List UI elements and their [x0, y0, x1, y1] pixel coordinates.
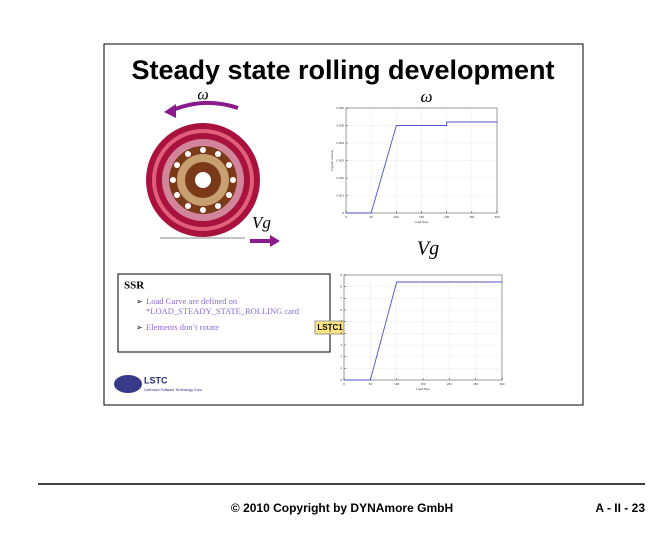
bullet-wrap: Load Curve are defined on *LOAD_STEADY_S… — [146, 296, 300, 316]
x-axis-label: Load Step — [416, 387, 430, 391]
page-number: A - II - 23 — [595, 501, 645, 515]
y-tick-label: 5 — [340, 319, 342, 323]
bullet-marker: ➢ — [136, 297, 143, 306]
x-tick-label: 300 — [494, 215, 499, 219]
vg-label: Vg — [252, 213, 271, 232]
tire-image — [146, 123, 260, 239]
y-tick-label: 0 — [340, 378, 342, 382]
y-tick-label: 2 — [340, 354, 342, 358]
y-tick-label: 0.002 — [336, 176, 344, 180]
y-axis-label: Velocity — [328, 322, 332, 333]
logo-text: LSTC — [144, 375, 168, 385]
y-tick-label: 3 — [340, 343, 342, 347]
footer-copyright: © 2010 Copyright by DYNAmore GmbH — [231, 501, 453, 515]
box-title: SSR — [124, 280, 145, 292]
chart-title: Vg — [417, 238, 439, 260]
x-tick-label: 0 — [345, 215, 347, 219]
y-tick-label: 9 — [340, 273, 342, 277]
rotation-arrow-head — [164, 104, 176, 118]
velocity-arrow-head — [270, 235, 280, 247]
y-tick-label: 0.004 — [336, 141, 344, 145]
data-line — [344, 281, 502, 381]
y-tick-label: 8 — [340, 284, 342, 288]
bullet-marker: ➢ — [136, 323, 143, 332]
y-tick-label: 0.001 — [336, 193, 344, 197]
x-tick-label: 200 — [444, 215, 449, 219]
y-tick-label: 7 — [340, 296, 342, 300]
x-tick-label: 250 — [469, 215, 474, 219]
x-tick-label: 150 — [419, 215, 424, 219]
y-tick-label: 0.005 — [336, 123, 344, 127]
y-tick-label: 6 — [340, 308, 342, 312]
y-tick-label: 1 — [340, 366, 342, 370]
bullet: Elements don’t rotate — [146, 322, 219, 332]
x-tick-label: 300 — [499, 382, 504, 386]
x-tick-label: 50 — [369, 215, 373, 219]
x-tick-label: 50 — [369, 382, 373, 386]
logo-subtitle: Livermore Software Technology Corp. — [144, 388, 203, 392]
y-axis-label: Angular velocity — [330, 149, 334, 171]
x-tick-label: 200 — [447, 382, 452, 386]
y-tick-label: 0.006 — [336, 106, 344, 110]
x-tick-label: 100 — [394, 215, 399, 219]
y-tick-label: 0.003 — [336, 158, 344, 162]
x-tick-label: 0 — [343, 382, 345, 386]
x-tick-label: 150 — [420, 382, 425, 386]
slide-title: Steady state rolling development — [131, 55, 554, 85]
comment-tag: LSTC1 — [317, 323, 343, 332]
omega-label: ω — [197, 87, 208, 104]
y-tick-label: 0 — [342, 211, 344, 215]
chart-title: ω — [420, 87, 432, 106]
logo-globe — [114, 375, 142, 393]
y-tick-label: 4 — [340, 331, 342, 335]
x-tick-label: 100 — [394, 382, 399, 386]
x-tick-label: 250 — [473, 382, 478, 386]
ssr-box — [117, 273, 331, 353]
data-line — [346, 121, 497, 214]
x-axis-label: Load Step — [415, 220, 429, 224]
bullet: Load Curve are defined on *LOAD_STEADY_S… — [146, 296, 300, 316]
